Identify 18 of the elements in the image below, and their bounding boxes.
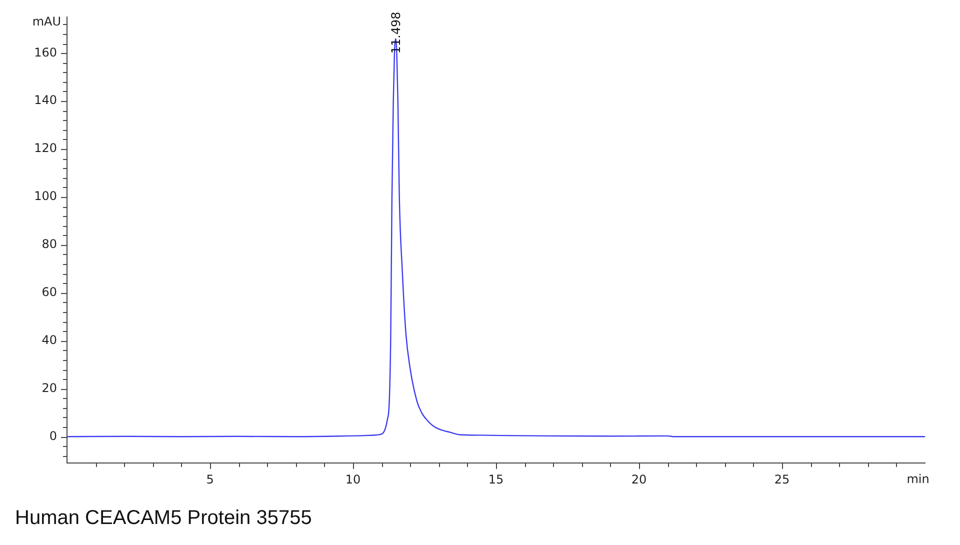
y-axis-title: mAU — [32, 14, 61, 28]
x-tick-label: 5 — [206, 472, 214, 486]
x-tick-label: 10 — [345, 472, 361, 486]
text: Human CEACAM5 Protein 35755 — [15, 507, 312, 530]
y-tick-label: 20 — [42, 380, 57, 395]
y-tick-label: 140 — [34, 93, 57, 108]
x-axis-title: min — [906, 472, 930, 486]
y-tick-label: 60 — [42, 284, 57, 299]
x-tick-label: 25 — [774, 472, 790, 486]
y-tick-label: 160 — [34, 45, 57, 60]
y-tick-label: 40 — [42, 332, 57, 347]
y-tick-label: 100 — [34, 189, 57, 204]
y-tick-label: 0 — [49, 428, 57, 443]
y-tick-label: 80 — [42, 237, 57, 252]
y-tick-label: 120 — [34, 141, 57, 156]
annotation: 11.498 — [388, 12, 403, 54]
x-tick-label: 15 — [488, 472, 504, 486]
x-tick-label: 20 — [631, 472, 647, 486]
